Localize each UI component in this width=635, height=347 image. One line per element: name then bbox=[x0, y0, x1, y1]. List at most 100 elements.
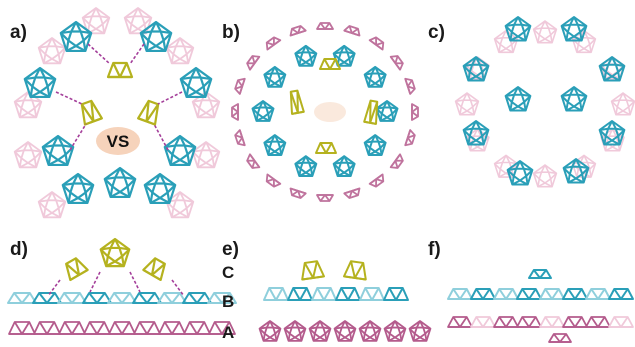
bowl-fragment-icon bbox=[528, 269, 552, 279]
faint-cage-icon bbox=[81, 7, 111, 35]
bowl-fragment-icon bbox=[359, 287, 385, 301]
pentagonal-cage-icon bbox=[363, 65, 387, 88]
bowl-fragment-icon bbox=[447, 288, 473, 300]
pentagonal-cage-icon bbox=[294, 44, 318, 67]
bowl-fragment-icon bbox=[319, 58, 341, 70]
bowl-fragment-icon bbox=[516, 316, 542, 328]
interaction-dash-line bbox=[89, 271, 101, 293]
faint-cage-icon bbox=[13, 141, 43, 169]
faint-cage-icon bbox=[37, 191, 67, 219]
faint-cage-icon bbox=[13, 91, 43, 119]
vs-label: VS bbox=[107, 132, 130, 151]
interaction-dash-line bbox=[69, 123, 87, 151]
bowl-fragment-icon bbox=[132, 292, 162, 304]
bowl-fragment-icon bbox=[493, 316, 519, 328]
bowl-fragment-icon bbox=[363, 99, 379, 125]
bowl-fragment-icon bbox=[608, 316, 634, 328]
pentagonal-cage-icon bbox=[258, 320, 282, 342]
pentagonal-cage-icon bbox=[375, 100, 399, 122]
bowl-fragment-icon bbox=[562, 316, 588, 328]
pentagonal-cage-icon bbox=[179, 66, 213, 99]
bowl-fragment-icon bbox=[368, 36, 385, 51]
panel-label-d: d) bbox=[10, 239, 28, 260]
faint-cage-icon bbox=[165, 37, 195, 65]
interaction-dash-line bbox=[129, 43, 145, 65]
bowl-fragment-icon bbox=[265, 36, 282, 51]
bowl-fragment-icon bbox=[539, 288, 565, 300]
bowl-fragment-icon bbox=[289, 187, 307, 199]
faint-cage-icon bbox=[191, 141, 221, 169]
pentagonal-cage-icon bbox=[59, 20, 93, 53]
pentagonal-cage-icon bbox=[294, 155, 318, 178]
interaction-dash-line bbox=[47, 279, 61, 297]
foreground-structures bbox=[7, 16, 634, 343]
panel-label-a: a) bbox=[10, 22, 27, 43]
pentagonal-cage-icon bbox=[504, 86, 532, 112]
pentagonal-cage-icon bbox=[263, 65, 287, 88]
bowl-fragment-icon bbox=[207, 292, 237, 304]
bowl-fragment-icon bbox=[404, 129, 416, 147]
pentagonal-cage-icon bbox=[562, 158, 590, 184]
bowl-fragment-icon bbox=[246, 153, 261, 169]
bowl-fragment-icon bbox=[8, 321, 36, 335]
bowl-fragment-icon bbox=[404, 77, 416, 95]
pentagonal-cage-icon bbox=[139, 20, 173, 53]
pentagonal-cage-icon bbox=[506, 160, 534, 186]
bowl-fragment-icon bbox=[311, 287, 337, 301]
interaction-dash-line bbox=[87, 43, 111, 65]
panel-label-b: b) bbox=[222, 22, 240, 43]
bowl-fragment-icon bbox=[470, 288, 496, 300]
bowl-fragment-icon bbox=[470, 316, 496, 328]
bowl-fragment-icon bbox=[585, 316, 611, 328]
bowl-fragment-icon bbox=[183, 321, 211, 335]
bowl-fragment-icon bbox=[411, 103, 419, 121]
pentagonal-cage-icon bbox=[103, 166, 137, 199]
pentagonal-cage-icon bbox=[358, 320, 382, 342]
bowl-fragment-icon bbox=[335, 287, 361, 301]
interaction-dash-line bbox=[171, 279, 185, 297]
pentagonal-cage-icon bbox=[598, 120, 626, 146]
bowl-fragment-icon bbox=[368, 173, 385, 188]
pentagonal-cage-icon bbox=[363, 134, 387, 156]
pentagonal-cage-icon bbox=[143, 172, 177, 205]
faint-cage-icon bbox=[493, 29, 519, 54]
bowl-fragment-icon bbox=[65, 257, 89, 282]
pentagonal-cage-icon bbox=[283, 320, 307, 342]
bowl-fragment-icon bbox=[316, 22, 334, 30]
pentagonal-cage-icon bbox=[560, 86, 588, 112]
faint-cage-icon bbox=[610, 92, 635, 116]
panel-label-f: f) bbox=[428, 239, 441, 260]
bowl-fragment-icon bbox=[287, 287, 313, 301]
bowl-fragment-icon bbox=[106, 61, 134, 79]
bowl-fragment-icon bbox=[383, 287, 409, 301]
bowl-fragment-icon bbox=[585, 288, 611, 300]
layer-label-b: B bbox=[222, 292, 234, 311]
pentagonal-cage-icon bbox=[560, 16, 588, 42]
bowl-fragment-icon bbox=[57, 292, 87, 304]
bowl-fragment-icon bbox=[137, 99, 160, 126]
pentagonal-cage-icon bbox=[408, 320, 432, 342]
pentagonal-cage-icon bbox=[462, 120, 490, 146]
bowl-fragment-icon bbox=[562, 288, 588, 300]
bowl-fragment-icon bbox=[231, 103, 239, 121]
bowl-fragment-icon bbox=[107, 292, 137, 304]
panel-label-e: e) bbox=[222, 239, 239, 260]
bowl-fragment-icon bbox=[234, 77, 246, 95]
pentagonal-cage-icon bbox=[462, 56, 490, 82]
interaction-dash-line bbox=[129, 271, 141, 293]
interaction-dash-line bbox=[157, 91, 183, 105]
bowl-fragment-icon bbox=[315, 142, 337, 154]
bowl-fragment-icon bbox=[263, 287, 289, 301]
bowl-fragment-icon bbox=[83, 321, 111, 335]
pentagonal-cage-icon bbox=[251, 100, 275, 122]
bowl-fragment-icon bbox=[80, 99, 103, 126]
pentagonal-cage-icon bbox=[263, 134, 287, 156]
faint-cage-icon bbox=[532, 20, 558, 44]
bowl-fragment-icon bbox=[246, 55, 261, 71]
bowl-fragment-icon bbox=[608, 288, 634, 300]
pentagonal-cage-icon bbox=[163, 134, 197, 167]
bowl-fragment-icon bbox=[389, 153, 404, 169]
bowl-fragment-icon bbox=[82, 292, 112, 304]
pentagonal-cage-icon bbox=[332, 155, 356, 178]
